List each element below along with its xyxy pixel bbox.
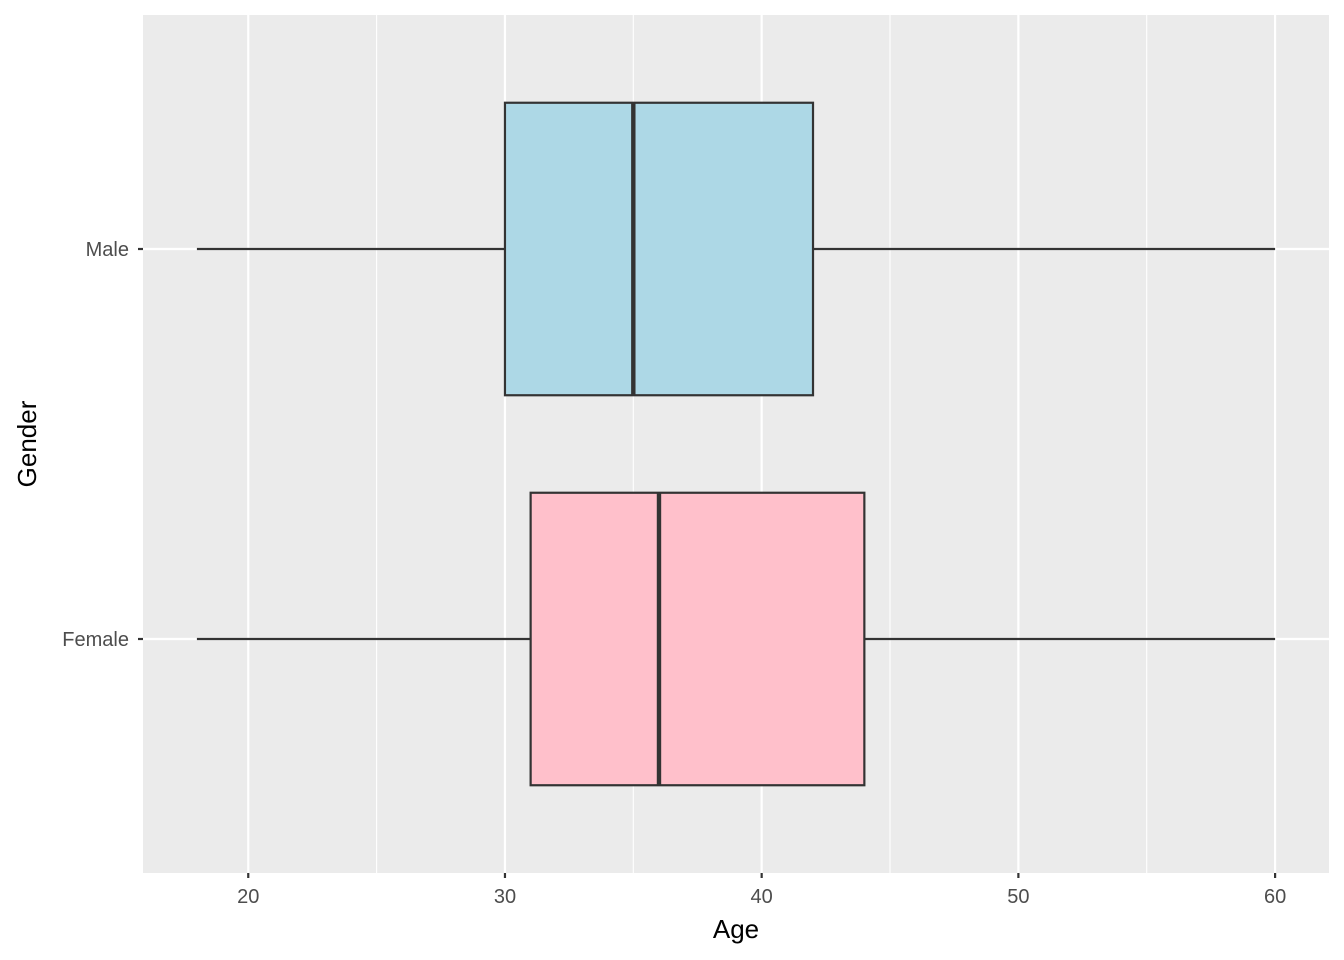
x-axis: 20 30 40 50 60 [237,873,1286,908]
x-tick-label-30: 30 [494,886,516,908]
x-tick-label-40: 40 [751,886,773,908]
box-male [196,101,1276,397]
y-tick-label-male: Male [86,239,129,261]
box-female [196,491,1276,787]
box-series [196,101,1276,787]
x-tick-label-50: 50 [1007,886,1029,908]
x-tick-label-20: 20 [237,886,259,908]
x-tick-label-60: 60 [1264,886,1286,908]
y-axis-title: Gender [12,400,42,487]
x-axis-title: Age [713,914,759,944]
y-tick-label-female: Female [62,629,129,651]
box-body-male [503,101,815,397]
box-body-female [529,491,866,787]
y-axis: Female Male [62,239,143,651]
